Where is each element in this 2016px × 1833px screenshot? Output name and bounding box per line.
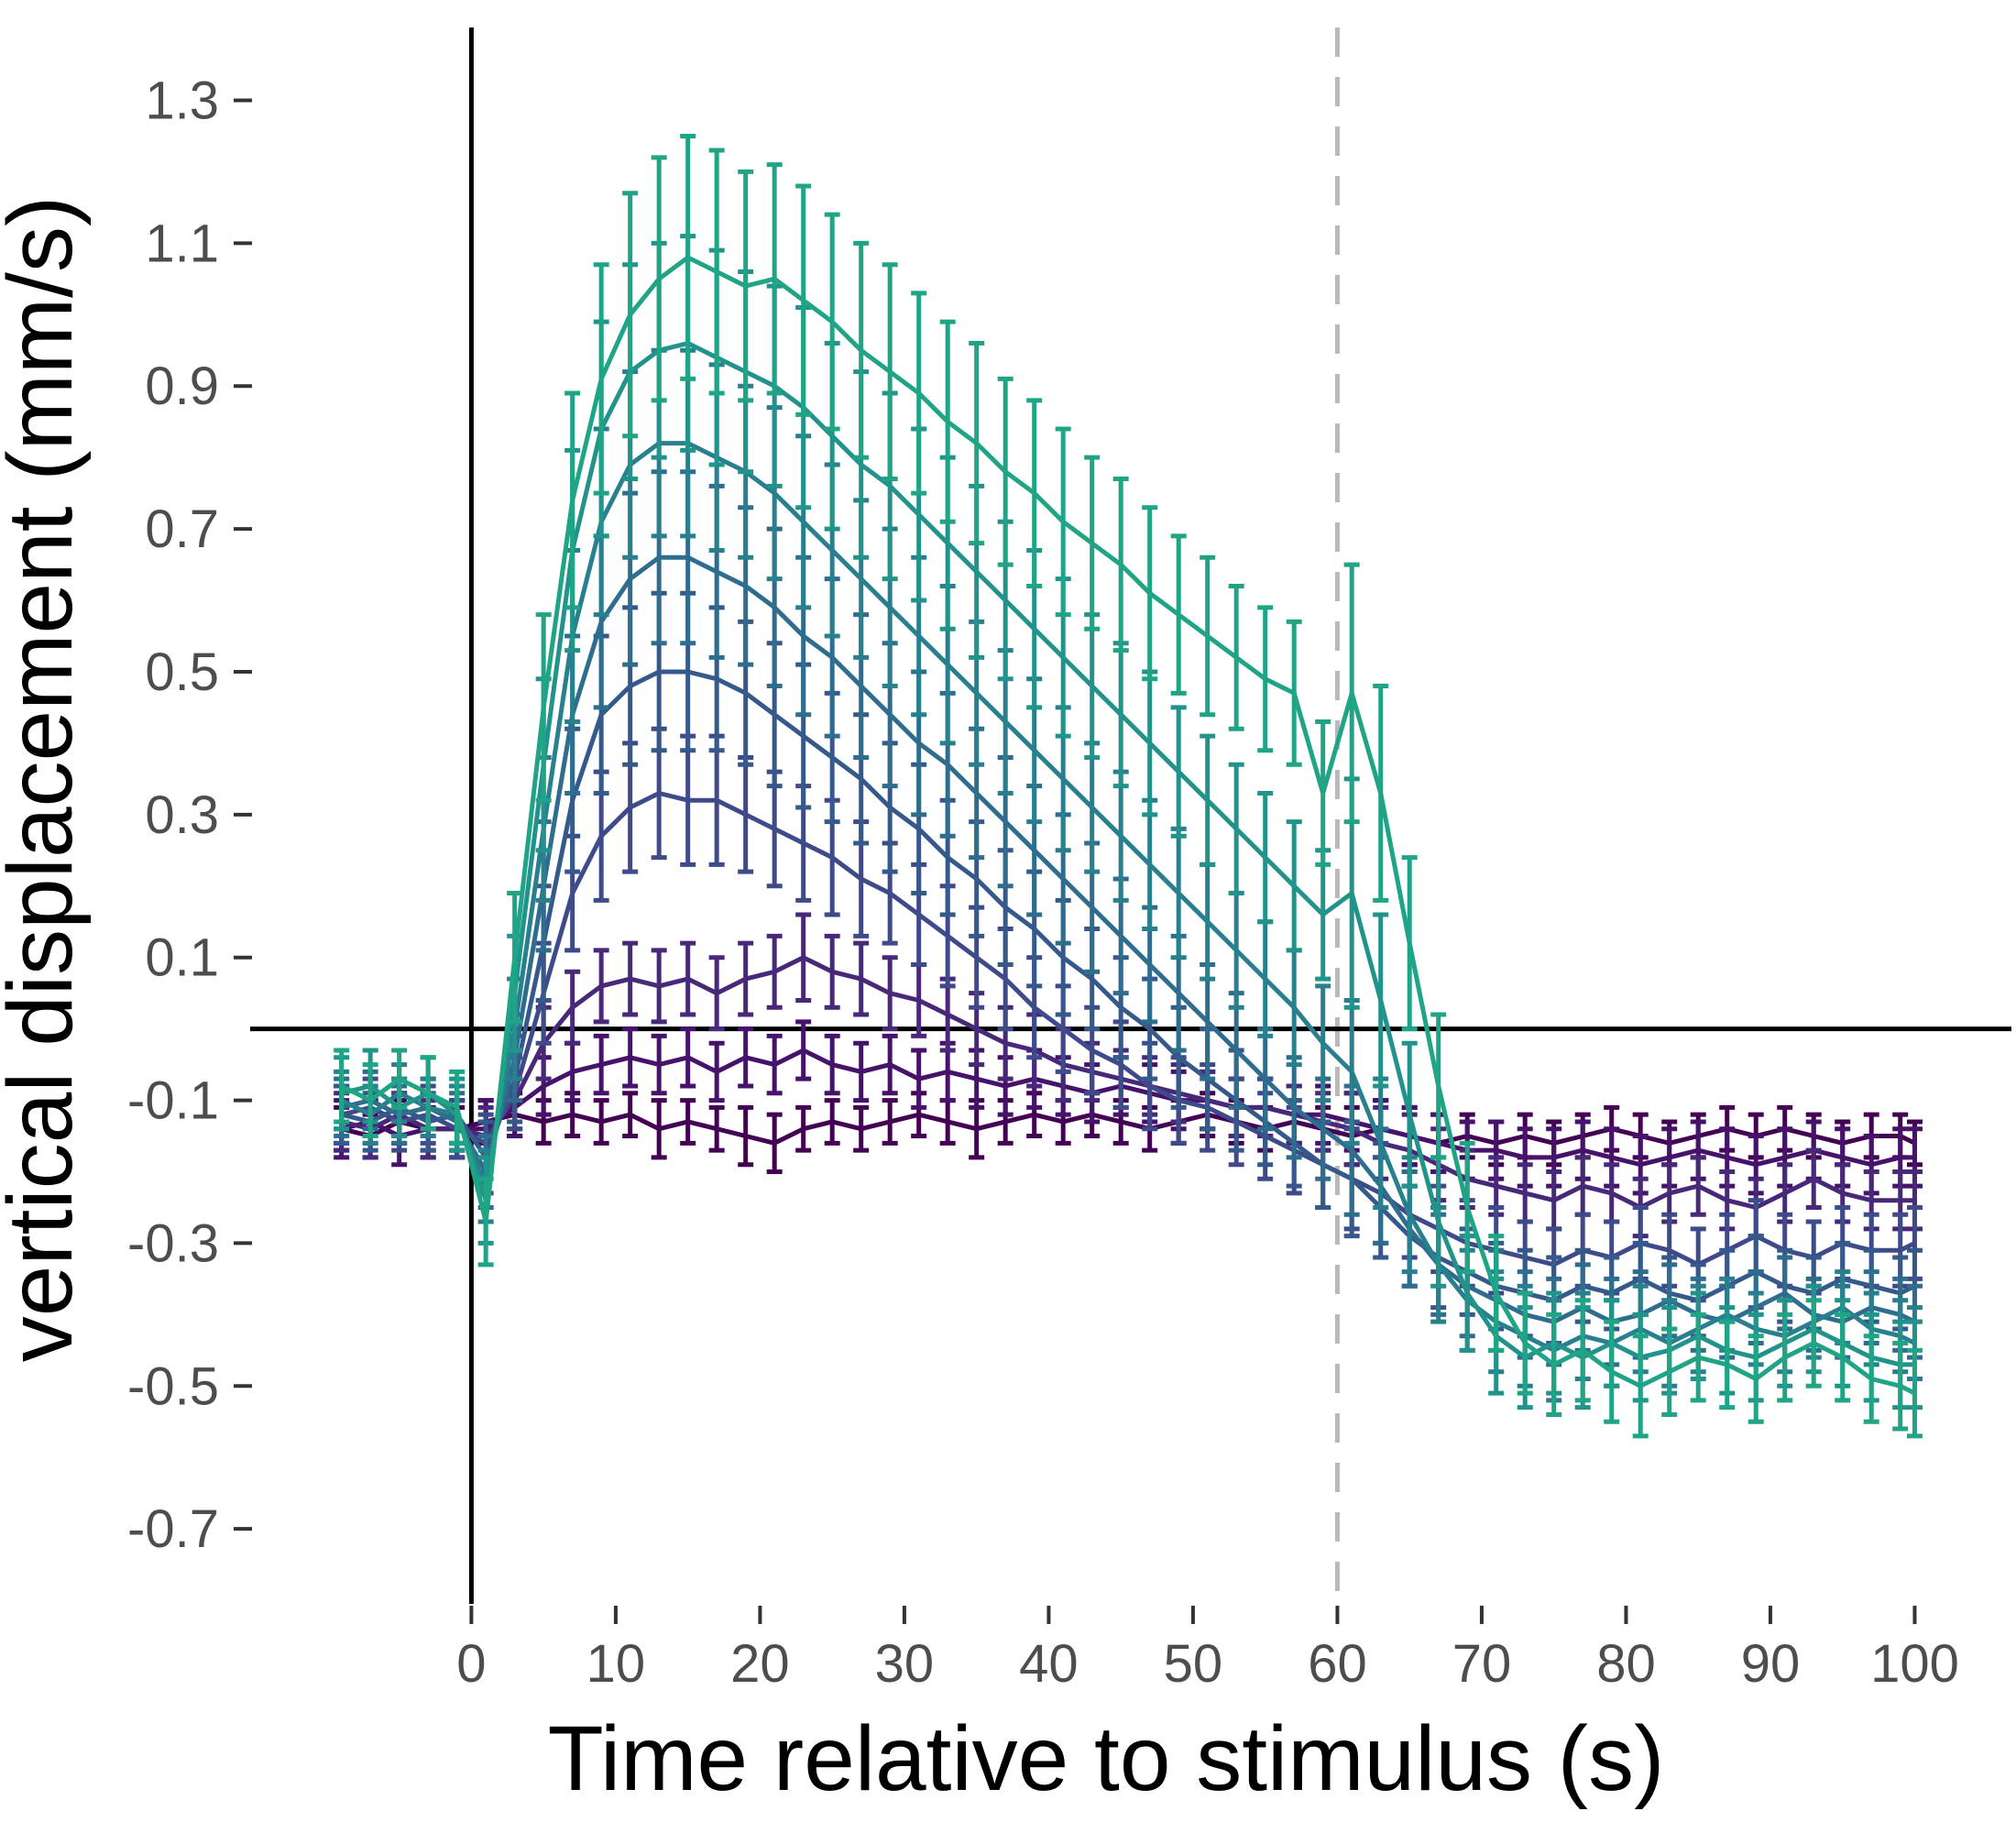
x-tick-label: 40: [1019, 1634, 1079, 1694]
x-axis-title: Time relative to stimulus (s): [548, 1707, 1665, 1810]
x-tick-label: 80: [1596, 1634, 1656, 1694]
plot-area: 0 10 20 30 40 50 60 70 80 90 100 1.3 1.1 0.9 0.7 0.5 0.3…: [127, 27, 2011, 1694]
x-tick-label: 100: [1870, 1634, 1959, 1694]
y-tick-label: 1.1: [145, 214, 219, 273]
y-tick-label: 0.7: [145, 499, 219, 559]
series-9: [334, 133, 1923, 1439]
y-tick-label: 0.5: [145, 642, 219, 702]
series-9-line: [340, 255, 1916, 1396]
series-3-line: [341, 955, 1915, 1210]
x-tick-label: 10: [586, 1634, 646, 1694]
x-tick-label: 50: [1164, 1634, 1223, 1694]
y-axis-title: vertical displacement (mm/s): [0, 196, 92, 1363]
y-tick-label: -0.7: [127, 1499, 219, 1559]
x-axis: 0 10 20 30 40 50 60 70 80 90 100: [456, 1606, 1959, 1694]
series-7-line: [340, 441, 1916, 1353]
series-1-line: [341, 1112, 1916, 1146]
x-tick-label: 30: [875, 1634, 935, 1694]
series-5-line: [341, 669, 1916, 1303]
series-8-line: [341, 341, 1915, 1367]
x-tick-label: 90: [1741, 1634, 1801, 1694]
y-tick-label: -0.5: [127, 1356, 219, 1416]
x-tick-label: 0: [456, 1634, 486, 1694]
x-tick-label: 60: [1308, 1634, 1367, 1694]
y-axis: 1.3 1.1 0.9 0.7 0.5 0.3 0.1 -0.1 -0.3 -0.5 -0.7: [127, 71, 252, 1559]
series-2-line: [341, 1048, 1915, 1168]
y-tick-label: 0.3: [145, 785, 219, 845]
series-4-line: [341, 791, 1916, 1268]
y-tick-label: -0.1: [127, 1071, 219, 1131]
y-tick-label: 0.9: [145, 357, 219, 416]
x-tick-label: 70: [1452, 1634, 1512, 1694]
y-tick-label: 0.1: [145, 928, 219, 988]
y-tick-label: 1.3: [145, 71, 219, 130]
y-tick-label: -0.3: [127, 1213, 219, 1273]
x-tick-label: 20: [730, 1634, 790, 1694]
